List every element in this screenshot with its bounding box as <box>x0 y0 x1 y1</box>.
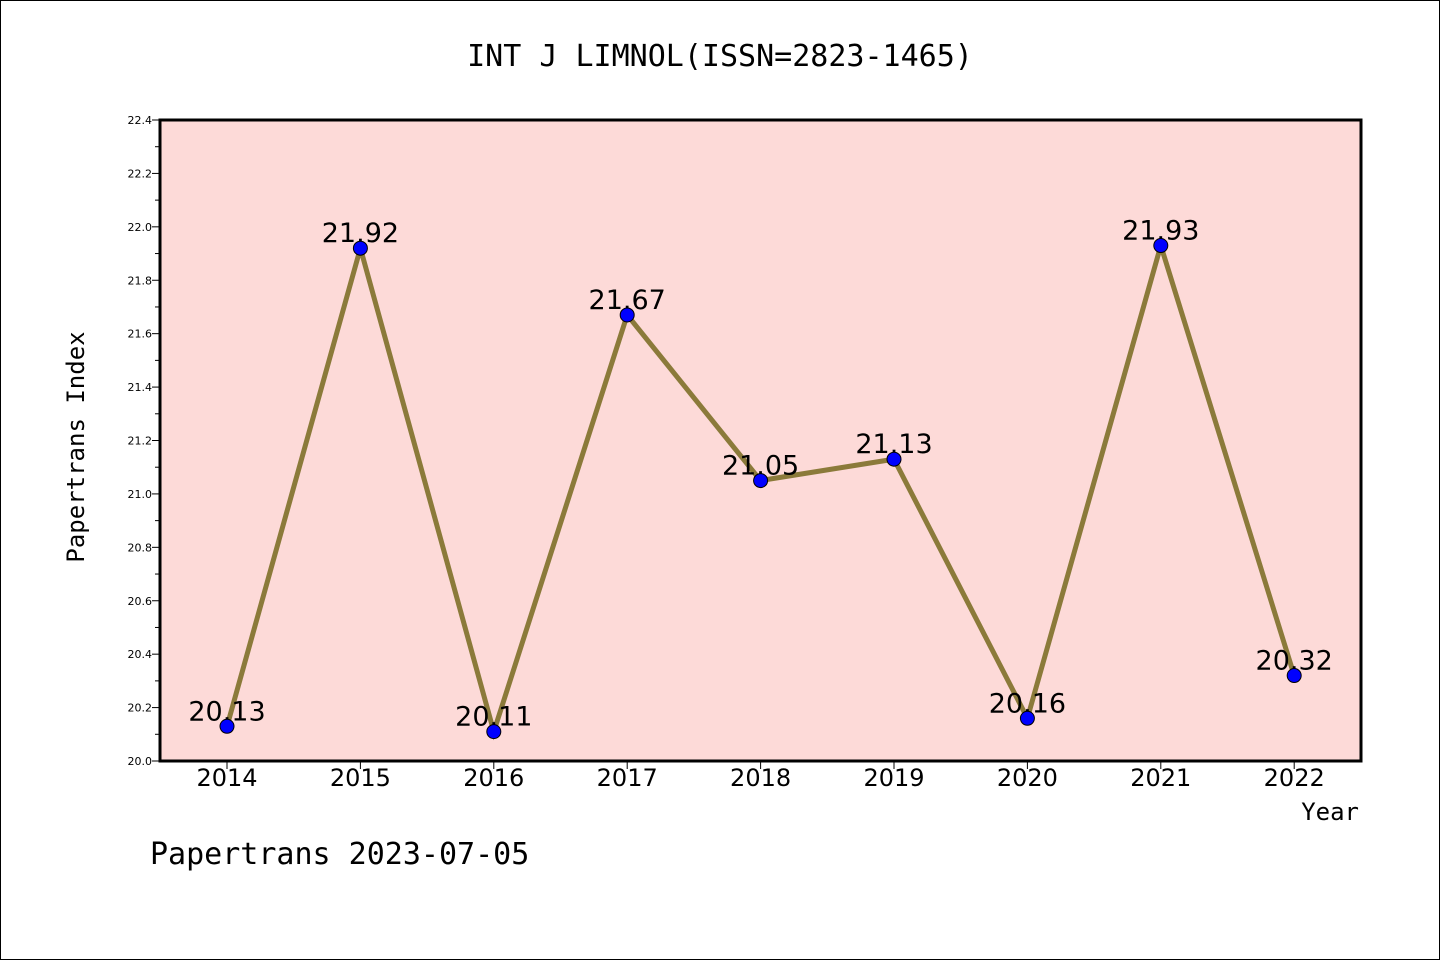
y-tick-label: 20.8 <box>128 541 153 554</box>
x-tick-label: 2017 <box>597 764 658 792</box>
data-point <box>619 307 635 323</box>
data-point <box>886 451 902 467</box>
data-point <box>486 724 502 740</box>
y-tick-label: 21.6 <box>128 328 153 341</box>
x-tick-label: 2019 <box>863 764 924 792</box>
y-tick-label: 21.8 <box>128 274 153 287</box>
y-tick-label: 20.4 <box>128 648 153 661</box>
chart-title: INT J LIMNOL(ISSN=2823-1465) <box>467 39 973 74</box>
x-tick-label: 2018 <box>730 764 791 792</box>
y-tick-label: 21.2 <box>128 435 153 448</box>
x-axis-label: Year <box>1301 798 1359 826</box>
y-tick-label: 21.4 <box>128 381 153 394</box>
y-tick-label: 22.2 <box>128 167 153 180</box>
y-tick-label: 22.4 <box>128 114 153 127</box>
y-tick-label: 20.6 <box>128 595 153 608</box>
x-tick-label: 2022 <box>1264 764 1325 792</box>
x-tick-label: 2021 <box>1130 764 1191 792</box>
x-axis: 2014 2015 2016 2017 2018 2019 2020 2021 2022 <box>196 761 1325 792</box>
x-tick-label: 2015 <box>330 764 391 792</box>
data-point <box>352 240 368 256</box>
data-point <box>753 473 769 489</box>
plot-area <box>158 118 1363 763</box>
x-tick-label: 2016 <box>463 764 524 792</box>
series-group: 20.1321.9220.1121.6721.0521.1320.1621.93… <box>188 216 1333 741</box>
y-tick-label: 22.0 <box>128 221 153 234</box>
data-point <box>219 718 235 734</box>
x-tick-label: 2014 <box>196 764 257 792</box>
y-axis-label: Papertrans Index <box>62 331 90 562</box>
y-tick-label: 20.0 <box>128 755 153 768</box>
y-tick-label: 20.2 <box>128 702 153 715</box>
y-tick-label: 21.0 <box>128 488 153 501</box>
footer-date: Papertrans 2023-07-05 <box>150 837 529 872</box>
data-point <box>1153 238 1169 254</box>
x-tick-label: 2020 <box>997 764 1058 792</box>
data-point <box>1019 710 1035 726</box>
y-axis: 20.0 20.2 20.4 20.6 20.8 21.0 21.2 21.4 21.6 21.8… <box>128 114 160 768</box>
data-point <box>1286 668 1302 684</box>
